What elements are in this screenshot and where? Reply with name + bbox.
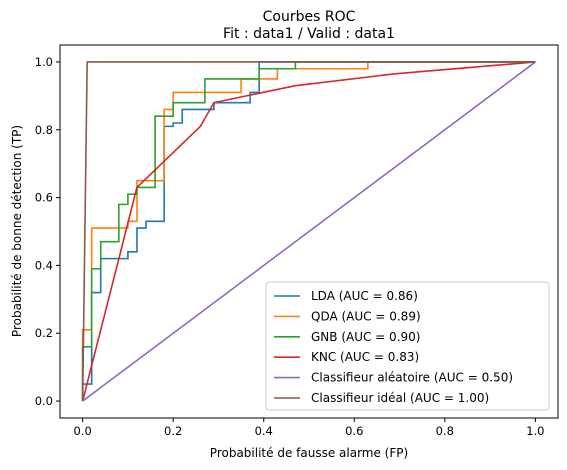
y-axis-ticks: 0.0 0.2 0.4 0.6 0.8 1.0 [35,55,60,408]
series-line-4 [81,61,536,402]
series-line-6 [81,61,536,402]
legend-label: Classifieur aléatoire (AUC = 0.50) [311,371,513,385]
legend-label: GNB (AUC = 0.90) [311,330,420,344]
chart-title: Courbes ROC [263,9,356,25]
x-tick-label: 0.6 [345,424,363,438]
legend-label: LDA (AUC = 0.86) [311,289,418,303]
legend-label: Classifieur idéal (AUC = 1.00) [311,391,489,405]
y-tick-label: 1.0 [35,55,53,69]
y-tick-label: 0.4 [35,258,53,272]
plot-area [81,61,536,402]
legend-items: LDA (AUC = 0.86) QDA (AUC = 0.89) GNB (AUC… [274,289,513,405]
y-axis-label: Probabilité de bonne détection (TP) [10,125,24,337]
y-tick-label: 0.6 [35,191,53,205]
y-tick-label: 0.0 [35,394,53,408]
x-tick-label: 0.4 [255,424,273,438]
series-line-3 [81,61,536,402]
x-tick-label: 0.0 [73,424,91,438]
y-tick-label: 0.8 [35,123,53,137]
x-tick-label: 0.8 [436,424,454,438]
x-axis-ticks: 0.0 0.2 0.4 0.6 0.8 1.0 [73,418,545,438]
legend: LDA (AUC = 0.86) QDA (AUC = 0.89) GNB (AUC… [265,281,550,411]
legend-label: KNC (AUC = 0.83) [311,350,419,364]
x-tick-label: 0.2 [164,424,182,438]
x-tick-label: 1.0 [526,424,544,438]
series-line-5 [82,61,536,402]
legend-box [265,281,550,411]
y-tick-label: 0.2 [35,326,53,340]
legend-label: QDA (AUC = 0.89) [311,309,421,323]
x-axis-label: Probabilité de fausse alarme (FP) [210,446,408,460]
plot-frame [59,44,559,419]
chart-subtitle: Fit : data1 / Valid : data1 [223,26,395,42]
series-line-2 [81,61,536,402]
series-layer [81,61,536,402]
series-line-1 [81,61,536,402]
